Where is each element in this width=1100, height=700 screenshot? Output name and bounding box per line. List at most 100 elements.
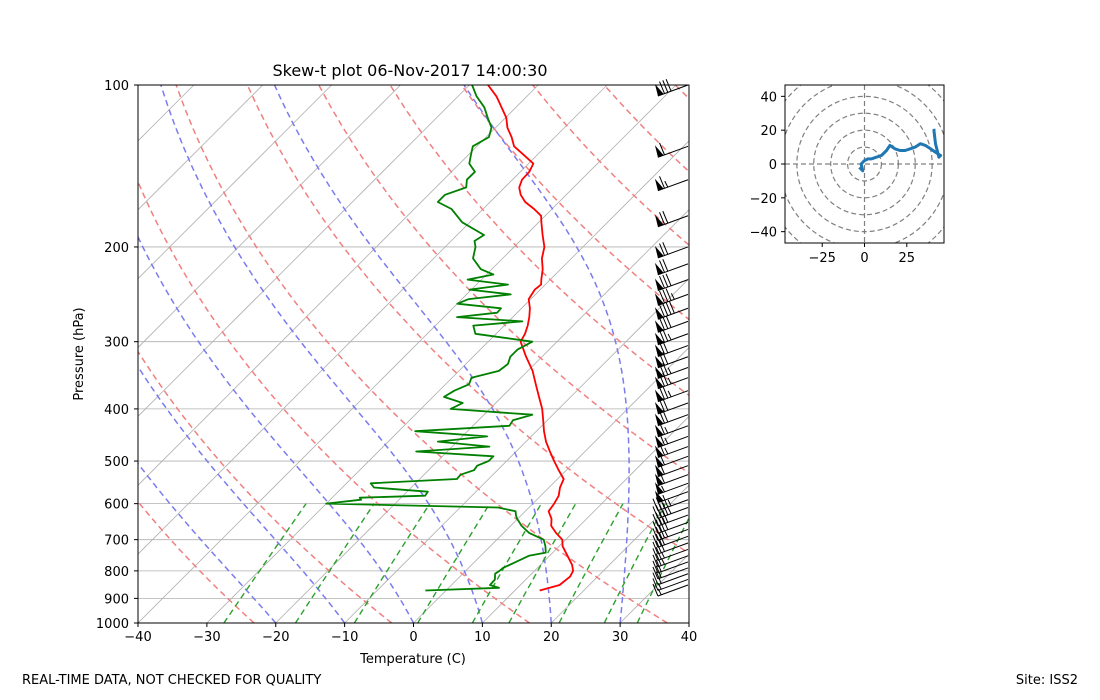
dry-adiabat-line [138,179,531,623]
wind-barb [654,142,689,158]
wind-barb [654,242,689,259]
wind-barb-half [664,530,669,538]
dry-adiabat-line [747,85,1100,623]
wind-barb [654,340,689,357]
wind-barb-full [662,328,669,342]
plot-frame [137,84,690,624]
wind-barb [652,502,689,519]
wind-barb-half [664,426,669,434]
hodograph-line [858,128,943,173]
isotherm-line [0,85,56,623]
wind-barb-staff [657,414,689,427]
wind-barb-flag [654,455,664,468]
wind-barb-staff [657,145,689,158]
x-tick-label: −40 [124,630,151,645]
wind-barb-full [665,302,672,315]
wind-barb-full [659,330,665,343]
moist-adiabat-line [688,619,689,623]
wind-barb-full [659,462,665,475]
wind-barb-staff [657,179,689,192]
wind-barb-flag [654,307,664,320]
wind-barb-staff [657,542,689,555]
wind-barb [652,517,689,534]
wind-barb-full [652,578,659,591]
wind-barb-staff [657,573,689,586]
wind-barb [654,328,689,346]
dry-adiabat-line [389,85,689,397]
wind-barb-full [652,572,659,585]
wind-barb-full [662,351,669,365]
wind-barb-full [662,303,669,316]
wind-barb-full [655,512,662,526]
wind-barb-staff [657,514,689,527]
hodograph-ticks: −25 0 25 −40 −20 0 20 40 [750,90,915,266]
wind-barb [654,471,689,487]
wind-barb-full [662,362,669,376]
isotherm-line [413,346,689,623]
moist-adiabat-line [160,85,484,623]
hodograph-x-tick-label: 25 [899,251,916,266]
wind-barb-staff [657,584,689,597]
wind-barb [654,78,689,97]
chart-title: Skew-t plot 06-Nov-2017 14:00:30 [272,61,547,80]
wind-barb-full [652,506,659,519]
wind-barb-flag [654,366,664,379]
wind-barb-staff [657,567,689,580]
wind-barb-full [655,571,662,584]
wind-barb-half [664,180,669,188]
hodograph-trace [858,128,943,173]
x-axis-label: Temperature (C) [359,652,466,667]
y-tick-label: 300 [104,336,129,351]
hodograph-y-tick-label: 0 [769,158,777,173]
dry-adiabat-line [138,500,255,623]
wind-barb-staff [657,499,689,512]
wind-barb-flag [654,214,664,227]
wind-barb-full [662,372,669,386]
wind-barb-full [655,519,662,533]
temperature-line [487,85,574,592]
wind-barb [654,452,689,468]
wind-barb-full [652,560,659,574]
wind-barb-full [662,502,669,516]
wind-barb-half [664,437,669,445]
dry-adiabat-line [603,85,689,173]
moist-adiabat-line [273,85,553,623]
wind-barb-flag [654,355,664,368]
wind-barb-staff [657,246,689,259]
mixing-ratio-line [223,503,307,623]
wind-barb [652,525,689,541]
hodograph-x-tick-label: 0 [860,251,868,266]
y-axis-label: Pressure (hPa) [72,307,87,400]
wind-barb-full [659,496,665,509]
wind-barb [652,578,689,591]
wind-barb-flag [654,401,664,414]
isotherm-line [344,278,689,623]
wind-barb-half [667,390,672,398]
wind-barb-half [657,588,662,596]
isotherm-and-isobar-grid [0,85,689,623]
dry-adiabat-line [175,85,668,623]
hodograph-y-tick-label: −20 [750,192,777,207]
wind-barb [652,583,689,597]
dewpoint-line [325,85,547,592]
wind-barb-flag [654,424,664,437]
wind-barb-full [659,317,665,331]
y-tick-label: 1000 [96,617,129,632]
hodograph-chart: −25 0 25 −40 −20 0 20 40 [750,84,945,266]
wind-barb-half [664,447,669,455]
wind-barb-full [659,275,665,289]
wind-barb-flag [654,262,664,275]
hodograph-y-tick-label: 20 [760,124,777,139]
wind-barb-staff [657,507,689,519]
isotherm-line [138,85,264,211]
wind-barb-full [652,548,659,561]
wind-barb [652,510,689,527]
x-tick-label: 20 [543,630,560,645]
wind-barb-full [659,304,665,318]
wind-barb-full [652,566,659,580]
y-tick-label: 800 [104,565,129,580]
dry-adiabat-line [460,85,689,321]
wind-barb-full [659,176,665,189]
wind-barb-flag [654,482,664,495]
hodograph-ring [830,129,899,199]
